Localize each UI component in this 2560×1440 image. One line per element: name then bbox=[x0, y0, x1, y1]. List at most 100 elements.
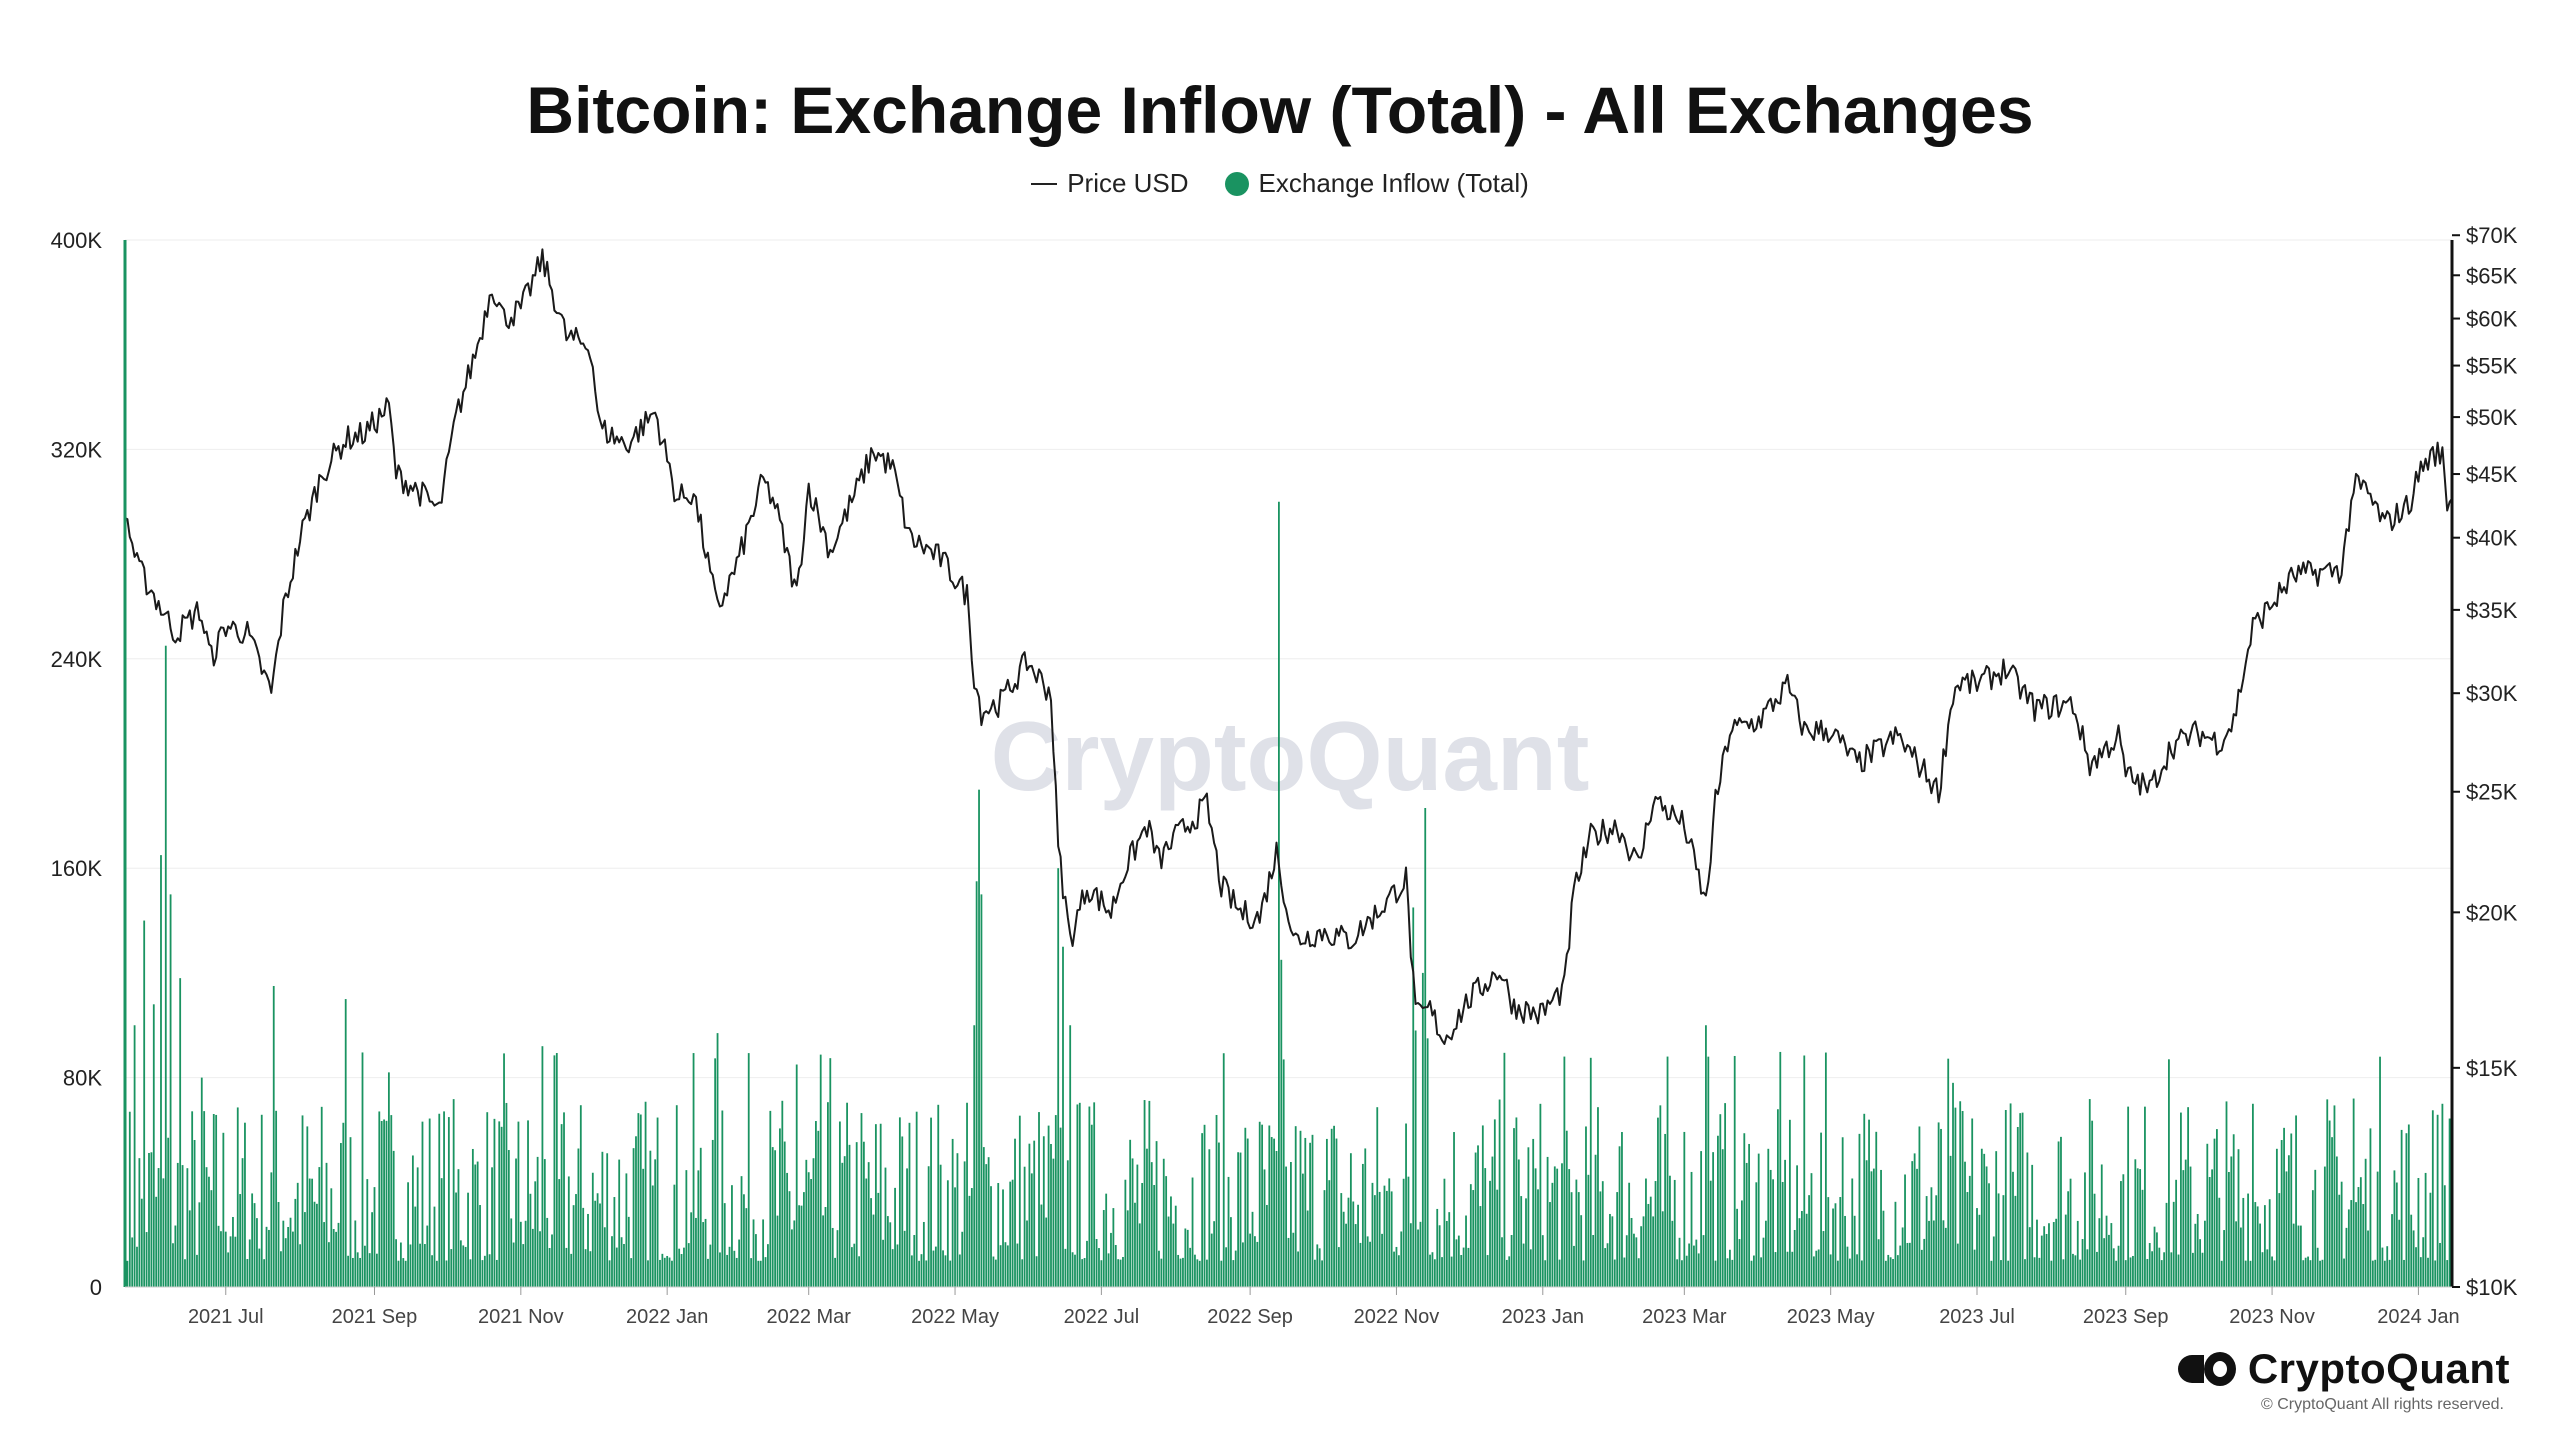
inflow-bar bbox=[668, 1257, 671, 1287]
inflow-bar bbox=[2323, 1166, 2326, 1287]
inflow-bar bbox=[2129, 1257, 2132, 1287]
inflow-bar bbox=[1865, 1160, 1868, 1287]
inflow-bar bbox=[1462, 1247, 1465, 1287]
inflow-bar bbox=[1325, 1138, 1328, 1287]
inflow-bar bbox=[2441, 1103, 2444, 1287]
inflow-bar bbox=[258, 1248, 261, 1287]
inflow-bar bbox=[1824, 1052, 1827, 1287]
inflow-bar bbox=[325, 1162, 328, 1287]
inflow-bar bbox=[1297, 1251, 1299, 1287]
inflow-bar bbox=[2340, 1181, 2343, 1287]
inflow-bar bbox=[196, 1254, 198, 1287]
inflow-bar bbox=[1786, 1251, 1789, 1287]
inflow-bar bbox=[1333, 1125, 1335, 1287]
inflow-bar bbox=[611, 1236, 613, 1287]
inflow-bar bbox=[1985, 1166, 1988, 1287]
inflow-bar bbox=[1433, 1259, 1436, 1287]
inflow-bar bbox=[2216, 1129, 2218, 1287]
inflow-bar bbox=[1313, 1259, 1316, 1287]
inflow-bar bbox=[1220, 1260, 1223, 1287]
inflow-bar bbox=[366, 1179, 369, 1287]
inflow-bar bbox=[886, 1216, 889, 1287]
inflow-bar bbox=[1788, 1119, 1791, 1287]
inflow-bar bbox=[910, 1255, 913, 1287]
inflow-bar bbox=[1112, 1208, 1115, 1287]
inflow-bar bbox=[2141, 1189, 2144, 1287]
inflow-bar bbox=[1671, 1220, 1674, 1287]
inflow-bar bbox=[217, 1225, 220, 1287]
inflow-bar bbox=[2168, 1059, 2170, 1287]
inflow-bar bbox=[280, 1251, 282, 1287]
inflow-bar bbox=[2134, 1159, 2137, 1287]
inflow-bar bbox=[2052, 1222, 2055, 1287]
inflow-bar bbox=[527, 1120, 529, 1287]
inflow-bar bbox=[2431, 1110, 2434, 1287]
inflow-bar bbox=[2175, 1179, 2178, 1287]
inflow-bar bbox=[1822, 1231, 1825, 1287]
inflow-bar bbox=[927, 1166, 930, 1287]
inflow-bar bbox=[1167, 1216, 1170, 1287]
inflow-bar bbox=[375, 1253, 378, 1287]
inflow-bar bbox=[2369, 1128, 2372, 1287]
inflow-bar bbox=[1736, 1208, 1739, 1287]
inflow-bar bbox=[2012, 1171, 2014, 1287]
inflow-bar bbox=[1836, 1260, 1839, 1287]
inflow-bar bbox=[1973, 1249, 1976, 1287]
right-tick-label: $55K bbox=[2466, 354, 2518, 379]
inflow-bar bbox=[2156, 1232, 2158, 1287]
inflow-bar bbox=[1815, 1250, 1818, 1287]
inflow-bar bbox=[630, 1258, 633, 1287]
inflow-bar bbox=[2328, 1120, 2331, 1287]
inflow-bar bbox=[1587, 1174, 1590, 1287]
inflow-bar bbox=[699, 1147, 702, 1287]
inflow-bar bbox=[330, 1188, 333, 1287]
inflow-bar bbox=[2410, 1214, 2413, 1287]
inflow-bar bbox=[2220, 1260, 2223, 1287]
inflow-bar bbox=[2393, 1170, 2396, 1287]
inflow-bar bbox=[1409, 1223, 1412, 1287]
inflow-bar bbox=[1218, 1142, 1220, 1287]
inflow-bar bbox=[1594, 1154, 1597, 1287]
inflow-bar bbox=[1731, 1259, 1734, 1287]
inflow-bar bbox=[949, 1260, 952, 1287]
inflow-bar bbox=[920, 1254, 923, 1287]
inflow-bar bbox=[239, 1194, 242, 1287]
inflow-bar bbox=[606, 1153, 609, 1287]
inflow-bar bbox=[256, 1218, 258, 1287]
inflow-bar bbox=[1623, 1257, 1626, 1287]
inflow-bar bbox=[788, 1191, 791, 1287]
inflow-bar bbox=[1575, 1179, 1578, 1287]
inflow-bar bbox=[1714, 1260, 1717, 1287]
inflow-bar bbox=[208, 1176, 210, 1287]
inflow-bar bbox=[939, 1164, 942, 1287]
inflow-bar bbox=[2223, 1230, 2225, 1287]
inflow-bar bbox=[1143, 1100, 1146, 1287]
inflow-bar bbox=[126, 1260, 129, 1287]
legend-item-inflow[interactable]: Exchange Inflow (Total) bbox=[1224, 168, 1529, 199]
inflow-bar bbox=[721, 1110, 724, 1287]
inflow-bar bbox=[862, 1141, 865, 1287]
inflow-bar bbox=[1553, 1166, 1556, 1287]
inflow-bar bbox=[1829, 1254, 1832, 1287]
inflow-bar bbox=[2086, 1249, 2089, 1287]
inflow-bar bbox=[654, 1159, 657, 1287]
inflow-bar bbox=[1892, 1259, 1894, 1287]
inflow-bar bbox=[402, 1258, 405, 1287]
inflow-bar bbox=[359, 1257, 361, 1287]
inflow-bar bbox=[1213, 1221, 1216, 1287]
inflow-bar bbox=[272, 985, 275, 1287]
inflow-bar bbox=[786, 1172, 789, 1287]
inflow-bar bbox=[1441, 1257, 1443, 1287]
inflow-bar bbox=[1208, 1149, 1211, 1287]
inflow-bar bbox=[1170, 1196, 1172, 1287]
left-axis-ticks: 0 80K 160K 240K 320K 400K bbox=[51, 228, 103, 1300]
inflow-bar bbox=[507, 1150, 510, 1287]
inflow-bar bbox=[2028, 1227, 2031, 1287]
inflow-bar bbox=[683, 1247, 685, 1287]
inflow-bar bbox=[2009, 1103, 2012, 1287]
inflow-bar bbox=[704, 1218, 707, 1287]
legend-item-price[interactable]: Price USD bbox=[1031, 168, 1189, 199]
inflow-bar bbox=[495, 1259, 498, 1287]
inflow-bar bbox=[915, 1111, 918, 1287]
inflow-bar bbox=[1311, 1134, 1314, 1287]
